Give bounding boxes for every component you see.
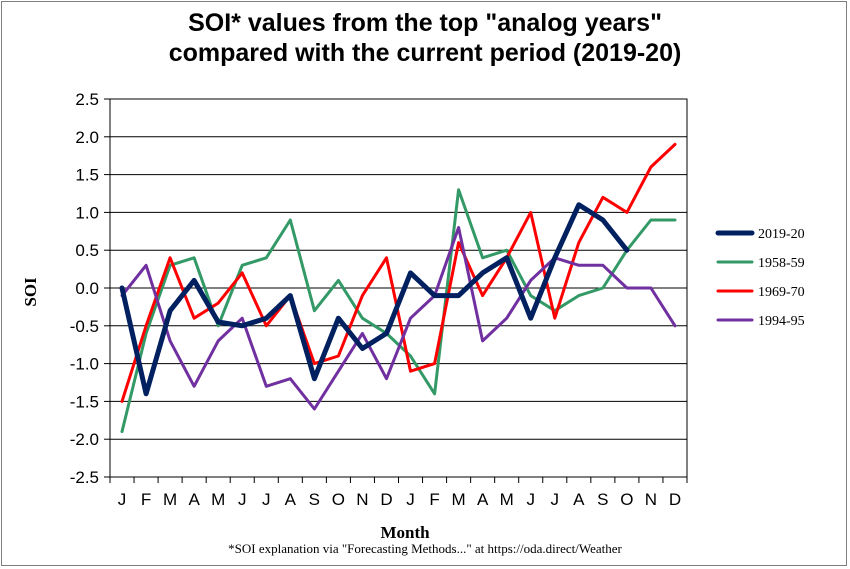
x-tick-label: M bbox=[452, 490, 466, 509]
y-tick-label: -2.0 bbox=[70, 430, 99, 449]
x-tick-label: M bbox=[500, 490, 514, 509]
data-series bbox=[119, 142, 677, 434]
x-tick-label: F bbox=[141, 490, 151, 509]
chart-title-line-1: SOI* values from the top "analog years" bbox=[188, 9, 662, 37]
y-tick-label: -1.0 bbox=[70, 355, 99, 374]
legend: 2019-20 1958-59 1969-70 1994-95 bbox=[715, 227, 805, 329]
legend-label-2019-20: 2019-20 bbox=[758, 227, 805, 242]
series-line-2019-20 bbox=[119, 202, 630, 397]
x-tick-label: J bbox=[262, 490, 271, 509]
x-tick-label: S bbox=[309, 490, 320, 509]
series-line-1994-95 bbox=[120, 226, 677, 411]
legend-label-1994-95: 1994-95 bbox=[758, 314, 805, 329]
x-tick-label: S bbox=[597, 490, 608, 509]
x-tick-label: F bbox=[429, 490, 439, 509]
legend-label-1969-70: 1969-70 bbox=[758, 285, 805, 300]
x-tick-label: J bbox=[118, 490, 127, 509]
y-tick-label: 2.5 bbox=[75, 90, 99, 109]
x-tick-label: N bbox=[645, 490, 657, 509]
y-tick-label: 0.0 bbox=[75, 279, 99, 298]
x-tick-label: A bbox=[477, 490, 489, 509]
y-tick-label: 2.0 bbox=[75, 128, 99, 147]
x-tick-label: A bbox=[573, 490, 585, 509]
x-tick-label: J bbox=[238, 490, 247, 509]
y-axis-label: SOI bbox=[21, 277, 40, 307]
x-tick-label: J bbox=[551, 490, 560, 509]
series-line-1969-70 bbox=[120, 142, 677, 403]
x-tick-label: A bbox=[188, 490, 200, 509]
y-tick-label: 1.5 bbox=[75, 166, 99, 185]
x-tick-label: M bbox=[163, 490, 177, 509]
legend-label-1958-59: 1958-59 bbox=[758, 256, 805, 271]
x-tick-label: O bbox=[332, 490, 345, 509]
axes: 2.52.01.51.00.50.0-0.5-1.0-1.5-2.0-2.5J F… bbox=[70, 90, 688, 509]
x-tick-label: J bbox=[406, 490, 415, 509]
x-tick-label: A bbox=[285, 490, 297, 509]
y-tick-label: -1.5 bbox=[70, 392, 99, 411]
x-tick-label: J bbox=[526, 490, 535, 509]
chart-title: SOI* values from the top "analog years" … bbox=[0, 8, 850, 68]
x-tick-label: D bbox=[669, 490, 681, 509]
y-tick-label: 1.0 bbox=[75, 203, 99, 222]
y-tick-label: 0.5 bbox=[75, 241, 99, 260]
y-tick-label: -0.5 bbox=[70, 317, 99, 336]
footnote: *SOI explanation via "Forecasting Method… bbox=[228, 541, 622, 556]
x-tick-label: O bbox=[620, 490, 633, 509]
x-tick-label: M bbox=[211, 490, 225, 509]
x-tick-label: N bbox=[356, 490, 368, 509]
x-tick-label: D bbox=[380, 490, 392, 509]
x-axis-label: Month bbox=[380, 523, 430, 542]
y-tick-label: -2.5 bbox=[70, 468, 99, 487]
chart-title-line-2: compared with the current period (2019-2… bbox=[168, 39, 682, 67]
